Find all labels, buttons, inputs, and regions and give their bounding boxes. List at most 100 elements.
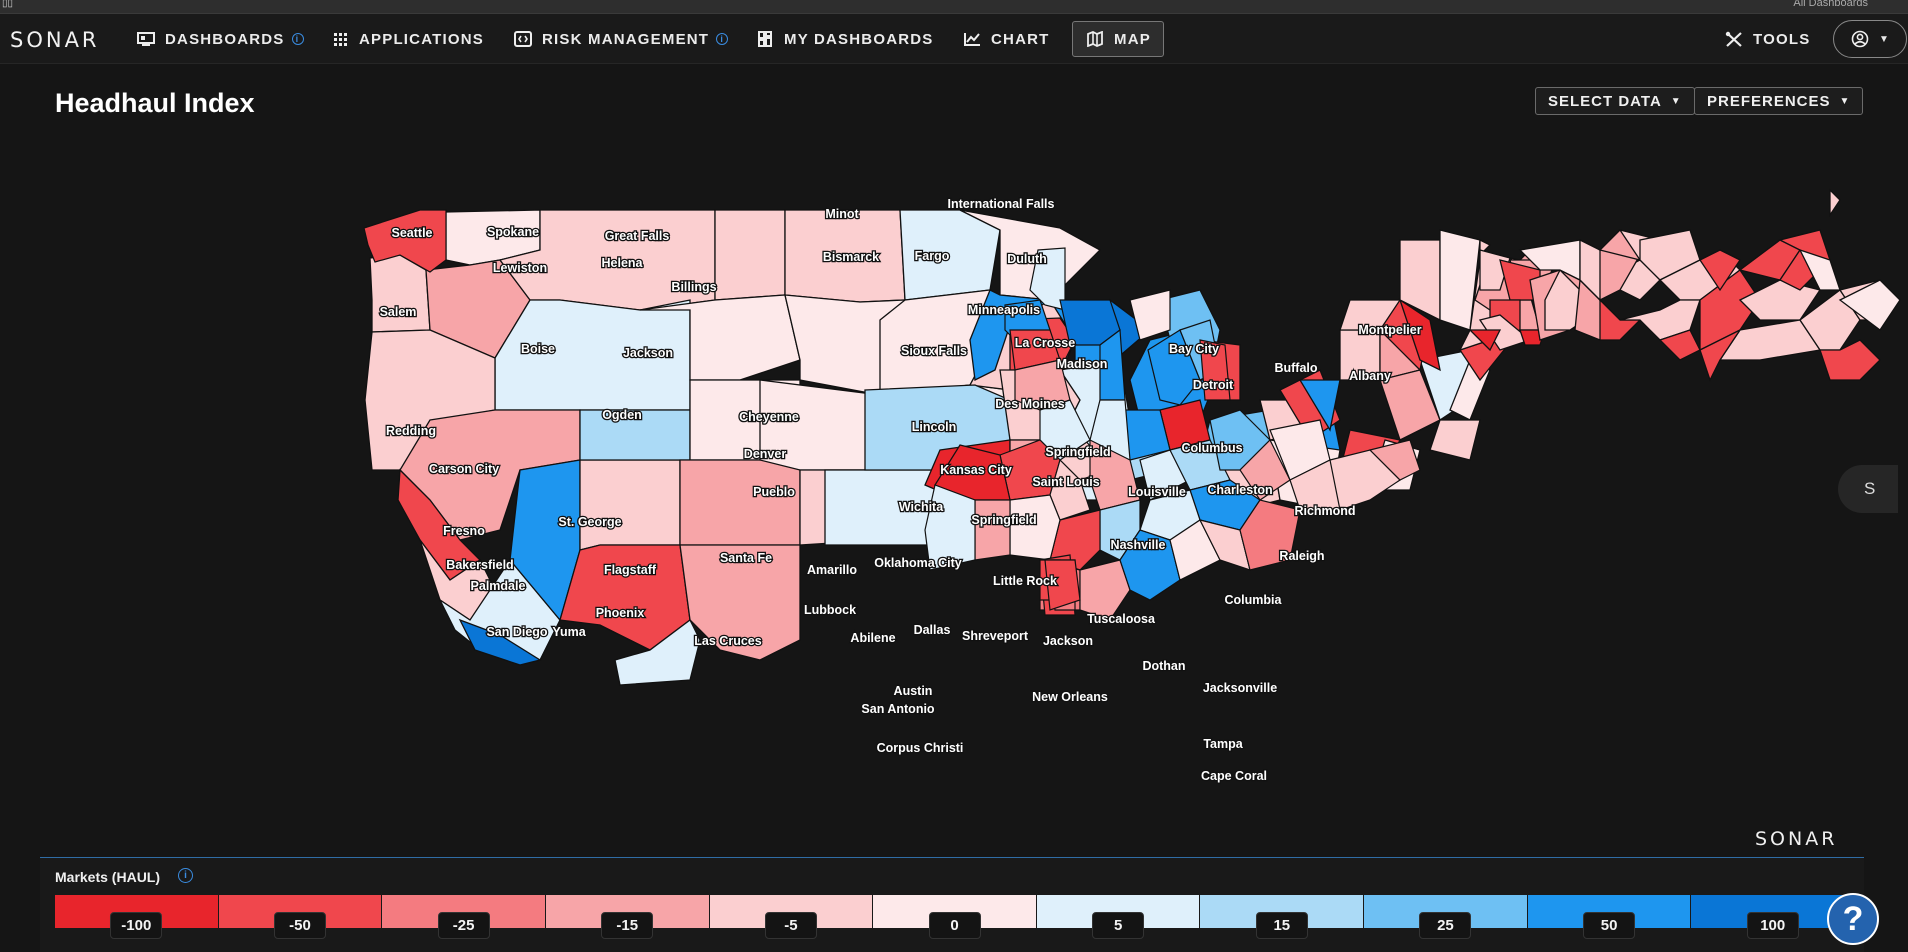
market-region[interactable]	[1699, 249, 1741, 292]
market-region[interactable]	[1239, 499, 1301, 571]
city-label: Redding	[386, 424, 436, 438]
city-label: Fargo	[915, 249, 950, 263]
legend-bin-label: -25	[437, 912, 490, 939]
sonar-logo[interactable]: SONAR	[10, 28, 100, 52]
city-label: Salem	[380, 305, 417, 319]
info-icon[interactable]: i	[716, 33, 729, 45]
nav-applications[interactable]: APPLICATIONS	[318, 21, 496, 57]
market-region[interactable]	[1368, 439, 1421, 481]
market-region[interactable]	[1619, 299, 1701, 341]
city-label: Montpelier	[1358, 323, 1421, 337]
market-region[interactable]	[458, 618, 542, 666]
city-label: Jacksonville	[1203, 681, 1277, 695]
market-region[interactable]	[924, 484, 976, 571]
city-label: Shreveport	[962, 629, 1029, 643]
market-region[interactable]	[1298, 379, 1341, 432]
city-label: Cheyenne	[739, 410, 799, 424]
market-region[interactable]	[1039, 399, 1091, 461]
city-label: Springfield	[1045, 445, 1110, 459]
window-icon: ▯▯	[2, 0, 14, 9]
nav-dashboards[interactable]: DASHBOARDS i	[124, 21, 316, 57]
info-icon[interactable]: i	[178, 868, 193, 883]
city-label: Amarillo	[807, 563, 857, 577]
legend-bin: 5	[1036, 895, 1201, 939]
market-region[interactable]	[1699, 328, 1742, 382]
market-region[interactable]	[1799, 289, 1861, 351]
city-label: Duluth	[1007, 252, 1047, 266]
nav-tools[interactable]: TOOLS	[1712, 21, 1822, 57]
market-region[interactable]	[579, 459, 681, 551]
city-label: Minneapolis	[968, 303, 1040, 317]
market-region[interactable]	[974, 499, 1011, 561]
info-icon[interactable]: i	[291, 33, 304, 45]
monitor-icon	[137, 32, 155, 46]
city-label: Billings	[671, 280, 716, 294]
city-label: Bay City	[1169, 342, 1219, 356]
user-menu-button[interactable]: ▼	[1833, 20, 1907, 58]
market-region[interactable]	[1468, 329, 1502, 352]
market-region[interactable]	[1699, 269, 1761, 352]
market-region[interactable]	[1049, 458, 1091, 521]
city-label: St. George	[558, 515, 621, 529]
preferences-button[interactable]: PREFERENCES ▼	[1694, 87, 1864, 115]
city-label: Jackson	[623, 346, 673, 360]
select-data-button[interactable]: SELECT DATA ▼	[1535, 87, 1695, 115]
user-icon	[1851, 30, 1869, 48]
nav-chart[interactable]: CHART	[950, 21, 1062, 57]
market-region[interactable]	[1079, 559, 1131, 621]
city-label: Boise	[521, 342, 555, 356]
legend-bin: -15	[545, 895, 710, 939]
city-label: Corpus Christi	[877, 741, 964, 755]
city-labels: International Falls Seattle Spokane Great F…	[378, 196, 1423, 785]
line-chart-icon	[964, 33, 980, 46]
market-region[interactable]	[1329, 449, 1401, 511]
legend-bin-label: 5	[1092, 912, 1145, 939]
city-label: Dothan	[1142, 659, 1185, 673]
city-label: Des Moines	[995, 397, 1065, 411]
chevron-down-icon: ▼	[1670, 95, 1682, 107]
city-label: New Orleans	[1032, 690, 1108, 704]
market-region[interactable]	[1838, 279, 1901, 331]
legend-bin: 0	[873, 895, 1037, 939]
market-region[interactable]	[714, 209, 786, 301]
legend-bin: -5	[709, 895, 874, 939]
market-region[interactable]	[1029, 247, 1066, 311]
market-region[interactable]	[1199, 339, 1231, 401]
nav-my-dashboards[interactable]: MY DASHBOARDS	[743, 21, 946, 57]
market-region[interactable]	[639, 294, 801, 381]
us-market-map[interactable]: International Falls Seattle Spokane Great F…	[0, 140, 1908, 860]
help-button[interactable]: ?	[1827, 893, 1879, 945]
city-label: Madison	[1057, 357, 1108, 371]
city-label: Tampa	[1203, 737, 1243, 751]
market-region[interactable]	[1129, 289, 1171, 341]
nav-chart-label: CHART	[991, 30, 1050, 48]
preferences-label: PREFERENCES	[1707, 92, 1831, 110]
city-label: Sioux Falls	[901, 344, 967, 358]
market-region[interactable]	[1819, 339, 1881, 381]
legend-bin-label: 15	[1255, 912, 1308, 939]
market-region[interactable]	[899, 209, 1001, 301]
city-label: Pueblo	[753, 485, 795, 499]
city-label: Yuma	[552, 625, 586, 639]
market-region[interactable]	[1829, 188, 1841, 218]
market-region[interactable]	[1398, 298, 1441, 372]
city-label: Louisville	[1128, 485, 1186, 499]
city-label: Minot	[825, 207, 859, 221]
market-region[interactable]	[1429, 419, 1481, 461]
account-menu-label[interactable]: All Dashboards	[1793, 0, 1868, 9]
nav-my-dashboards-label: MY DASHBOARDS	[784, 30, 934, 48]
market-region[interactable]	[1518, 239, 1581, 282]
legend-bin: -25	[382, 895, 546, 939]
market-region[interactable]	[363, 209, 447, 273]
choropleth-map[interactable]: International Falls Seattle Spokane Great F…	[0, 140, 1908, 860]
nav-map[interactable]: MAP	[1072, 21, 1164, 57]
side-panel-toggle[interactable]: S	[1838, 465, 1898, 513]
nav-risk-management[interactable]: RISK MANAGEMENT i	[501, 21, 740, 57]
city-label: Springfield	[971, 513, 1036, 527]
market-region[interactable]	[1009, 494, 1061, 561]
market-region[interactable]	[1044, 559, 1081, 611]
market-region[interactable]	[614, 619, 701, 686]
legend-bin-label: 0	[928, 912, 981, 939]
city-label: Seattle	[392, 226, 433, 240]
city-label: La Crosse	[1015, 336, 1075, 350]
